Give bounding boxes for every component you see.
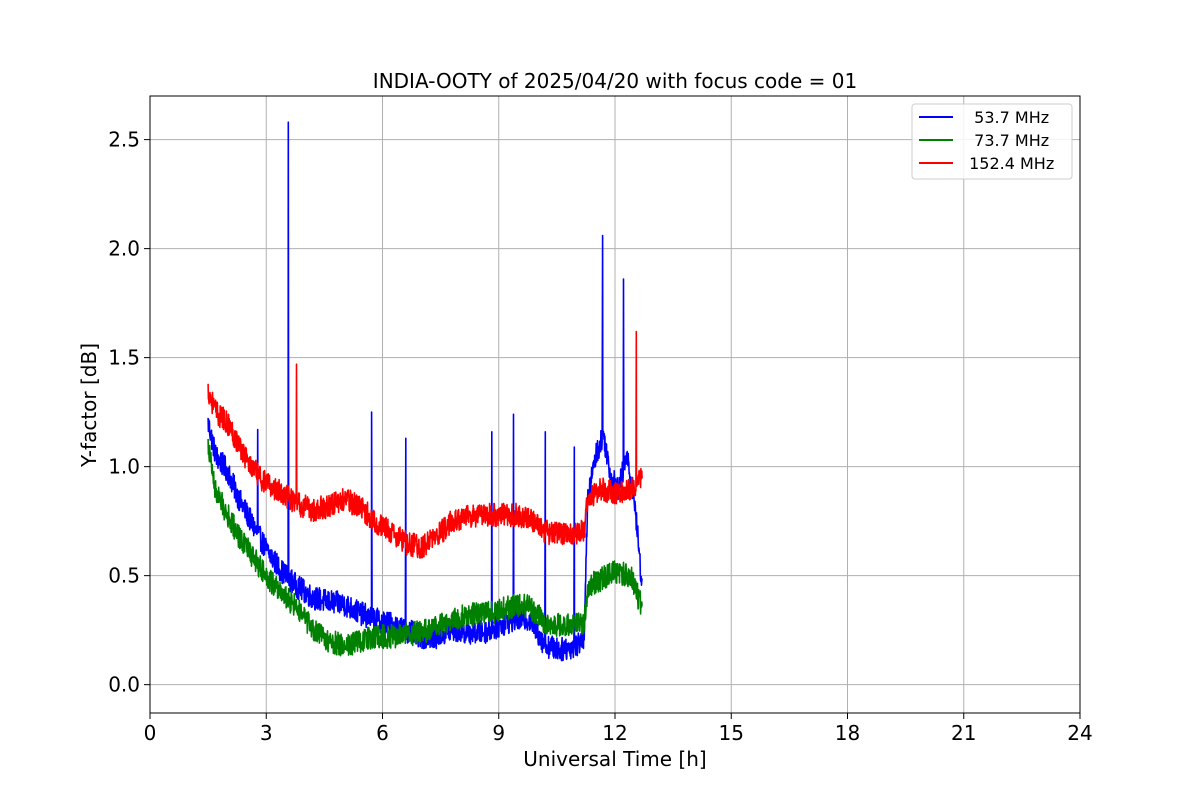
y-tick-label: 2.0 bbox=[108, 237, 140, 261]
legend-label: 53.7 MHz bbox=[964, 108, 1049, 127]
series-line-3 bbox=[207, 330, 643, 559]
y-tick-label: 1.5 bbox=[108, 346, 140, 370]
legend: 53.7 MHz 73.7 MHz 152.4 MHz bbox=[911, 103, 1073, 180]
x-tick-label: 21 bbox=[951, 721, 976, 745]
x-tick-label: 6 bbox=[376, 721, 389, 745]
x-tick-label: 15 bbox=[719, 721, 744, 745]
legend-label: 73.7 MHz bbox=[964, 131, 1049, 150]
x-tick-label: 9 bbox=[492, 721, 505, 745]
legend-label: 152.4 MHz bbox=[964, 154, 1054, 173]
axis-ticks: 0 3 6 9 12 15 18 21 24 0.0 0.5 1.0 1.5 2.0 2.5 bbox=[108, 128, 1093, 745]
y-tick-label: 2.5 bbox=[108, 128, 140, 152]
x-tick-label: 12 bbox=[602, 721, 627, 745]
series-layer bbox=[207, 121, 643, 662]
chart-title: INDIA-OOTY of 2025/04/20 with focus code… bbox=[373, 69, 857, 93]
series-line-2 bbox=[207, 438, 643, 657]
x-tick-label: 18 bbox=[835, 721, 860, 745]
x-tick-label: 0 bbox=[144, 721, 157, 745]
x-tick-label: 24 bbox=[1067, 721, 1092, 745]
y-tick-label: 0.0 bbox=[108, 673, 140, 697]
y-tick-label: 1.0 bbox=[108, 455, 140, 479]
x-axis-title: Universal Time [h] bbox=[523, 747, 706, 771]
legend-frame bbox=[911, 103, 1073, 180]
y-axis-title: Y-factor [dB] bbox=[77, 343, 101, 468]
y-tick-label: 0.5 bbox=[108, 564, 140, 588]
grid-lines bbox=[150, 96, 1080, 713]
x-tick-label: 3 bbox=[260, 721, 273, 745]
